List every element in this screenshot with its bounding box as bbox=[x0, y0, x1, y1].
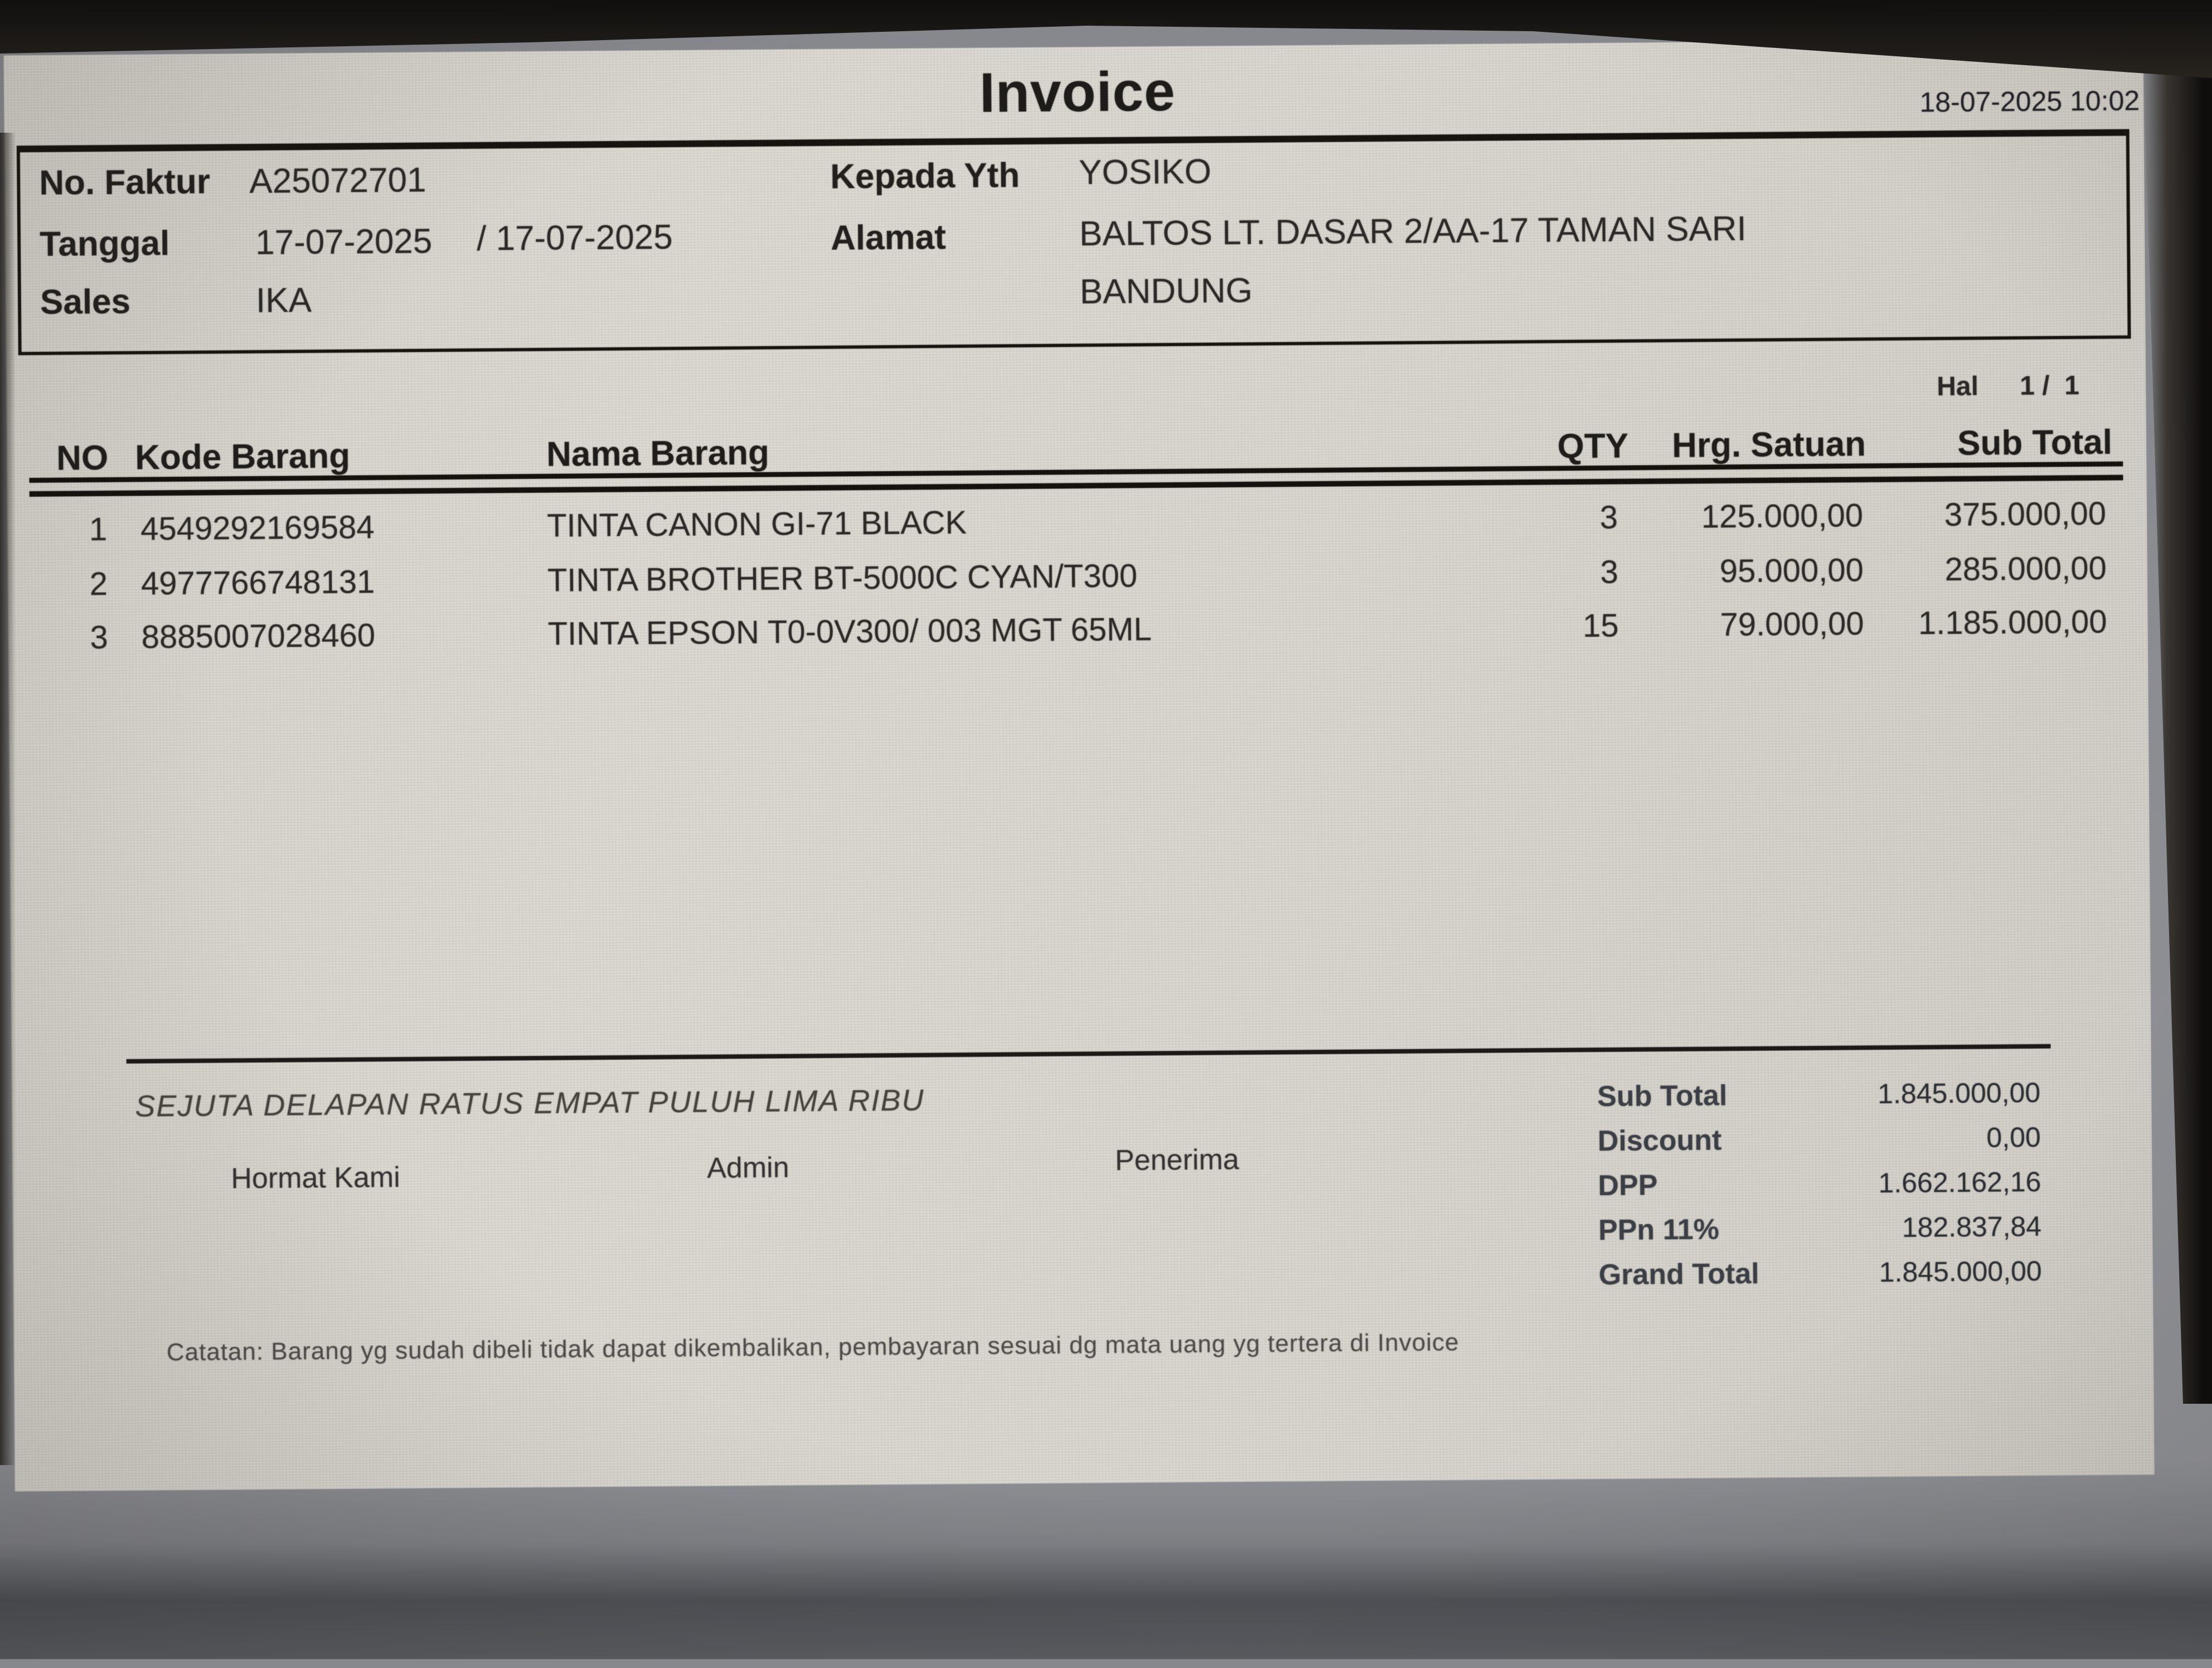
col-header-sub: Sub Total bbox=[1957, 423, 2113, 463]
row-hrg: 125.000,00 bbox=[1701, 497, 1864, 535]
alamat-line1: BALTOS LT. DASAR 2/AA-17 TAMAN SARI bbox=[1079, 209, 1747, 254]
row-no: 2 bbox=[89, 566, 108, 603]
row-hrg: 95.000,00 bbox=[1719, 552, 1864, 590]
row-no: 1 bbox=[89, 511, 108, 548]
row-qty: 15 bbox=[1582, 607, 1619, 644]
row-subtotal: 1.185.000,00 bbox=[1918, 603, 2107, 642]
hal-value: 1 / 1 bbox=[2020, 371, 2080, 401]
row-hrg: 79.000,00 bbox=[1720, 605, 1864, 643]
no-faktur-label: No. Faktur bbox=[39, 162, 211, 202]
dpp-value: 1.662.162,16 bbox=[1878, 1166, 2041, 1199]
sales-label: Sales bbox=[40, 282, 131, 322]
signature-admin: Admin bbox=[706, 1151, 789, 1185]
kepada-label: Kepada Yth bbox=[830, 156, 1020, 196]
row-nama: TINTA CANON GI-71 BLACK bbox=[546, 504, 967, 544]
no-faktur-value: A25072701 bbox=[249, 161, 426, 201]
hal-label: Hal bbox=[1937, 371, 1979, 402]
row-nama: TINTA BROTHER BT-5000C CYAN/T300 bbox=[547, 557, 1138, 599]
page-title: Invoice bbox=[979, 60, 1176, 124]
col-header-hrg: Hrg. Satuan bbox=[1671, 425, 1866, 465]
printed-datetime: 18-07-2025 10:02 bbox=[1919, 85, 2140, 118]
kepada-value: YOSIKO bbox=[1078, 152, 1212, 192]
discount-value: 0,00 bbox=[1986, 1121, 2041, 1153]
row-nama: TINTA EPSON T0-0V300/ 003 MGT 65ML bbox=[547, 611, 1152, 652]
subtotal-label: Sub Total bbox=[1597, 1079, 1728, 1113]
ppn-value: 182.837,84 bbox=[1901, 1210, 2042, 1243]
row-subtotal: 285.000,00 bbox=[1944, 550, 2107, 588]
alamat-line2: BANDUNG bbox=[1079, 271, 1253, 312]
col-header-qty: QTY bbox=[1557, 426, 1629, 466]
row-kode: 8885007028460 bbox=[141, 617, 376, 656]
tanggal-label: Tanggal bbox=[39, 224, 170, 264]
col-header-no: NO bbox=[56, 439, 109, 478]
dpp-label: DPP bbox=[1598, 1169, 1658, 1202]
signature-penerima: Penerima bbox=[1114, 1143, 1239, 1177]
monitor-edge-left bbox=[0, 133, 16, 1465]
grand-total-label: Grand Total bbox=[1598, 1257, 1759, 1292]
tanggal-value: 17-07-2025 bbox=[255, 222, 433, 262]
col-header-kode: Kode Barang bbox=[134, 437, 351, 477]
tanggal-value-2: / 17-07-2025 bbox=[476, 218, 673, 258]
signature-hormat-kami: Hormat Kami bbox=[231, 1161, 400, 1195]
row-qty: 3 bbox=[1599, 499, 1618, 536]
grand-total-value: 1.845.000,00 bbox=[1879, 1255, 2042, 1288]
row-no: 3 bbox=[90, 619, 108, 656]
ppn-label: PPn 11% bbox=[1598, 1213, 1720, 1247]
alamat-label: Alamat bbox=[830, 218, 947, 258]
col-header-nama: Nama Barang bbox=[546, 433, 770, 474]
discount-label: Discount bbox=[1597, 1124, 1722, 1158]
row-kode: 4549292169584 bbox=[140, 509, 375, 547]
row-kode: 4977766748131 bbox=[140, 564, 375, 602]
row-subtotal: 375.000,00 bbox=[1944, 495, 2107, 534]
row-qty: 3 bbox=[1600, 554, 1619, 590]
subtotal-value: 1.845.000,00 bbox=[1878, 1077, 2041, 1110]
amount-in-words: SEJUTA DELAPAN RATUS EMPAT PULUH LIMA RI… bbox=[135, 1083, 925, 1123]
sales-value: IKA bbox=[255, 281, 312, 320]
